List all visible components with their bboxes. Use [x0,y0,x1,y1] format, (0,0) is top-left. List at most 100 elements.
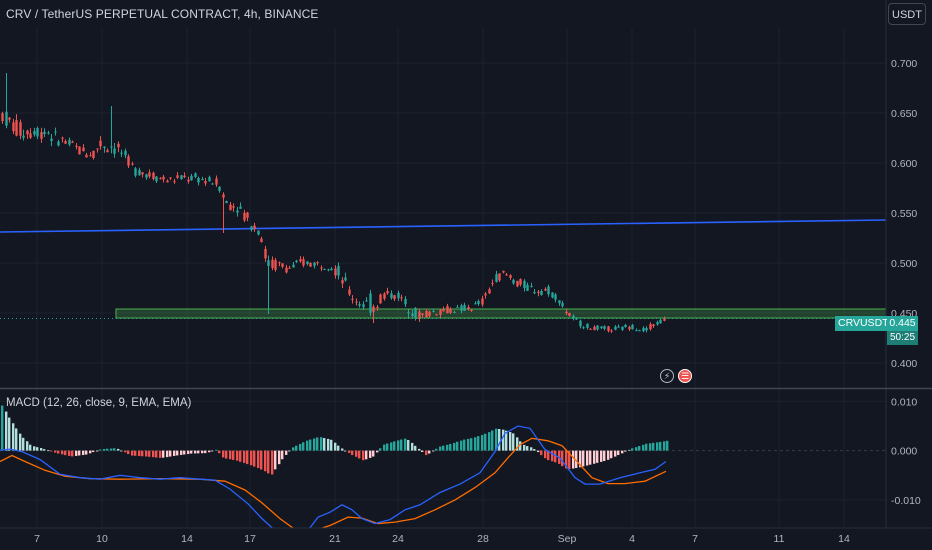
macd-histogram-bar [628,449,631,451]
macd-histogram-bar [148,450,151,457]
support-zone[interactable] [115,308,887,319]
macd-histogram-bar [47,450,50,452]
macd-histogram-bar [222,450,225,458]
candle-body [82,147,85,152]
candle-body [600,326,603,329]
candle-body [78,146,81,155]
flash-icon[interactable]: ⚡ [660,369,674,383]
macd-histogram-bar [127,450,130,455]
candle-body [166,180,169,183]
macd-histogram-bar [386,443,389,451]
macd-histogram-bar [526,446,529,451]
macd-histogram-bar [393,441,396,451]
candle-body [313,262,316,266]
trendline-segment[interactable] [0,219,887,233]
candle-body [141,172,144,175]
macd-histogram-bar [180,450,183,455]
candle-body [432,310,435,312]
macd-histogram-bar [383,444,386,451]
macd-histogram-bar [337,445,340,451]
macd-histogram-bar [344,450,347,452]
macd-histogram-bar [614,450,617,457]
macd-histogram-bar [568,450,571,470]
candle-body [652,324,655,327]
time-tick-label: 28 [477,533,489,545]
candle-body [162,176,165,180]
macd-histogram-bar [288,450,291,452]
candle-body [173,181,176,183]
candle-body [372,306,375,312]
macd-histogram-bar [414,445,417,451]
candle-body [607,326,610,332]
macd-histogram-bar [50,450,53,452]
macd-histogram-bar [467,438,470,451]
candle-body [491,282,494,284]
candle-body [635,330,638,332]
macd-histogram-bar [421,450,424,452]
macd-histogram-bar [603,450,606,461]
macd-histogram-bar [124,450,127,453]
macd-histogram-bar [155,450,158,458]
macd-histogram-bar [103,448,106,451]
macd-histogram-bar [113,448,116,451]
macd-histogram-bar [656,442,659,451]
time-tick-label: 10 [96,533,108,545]
candle-body [418,311,421,320]
macd-histogram-bar [460,440,463,451]
macd-histogram-bar [400,439,403,451]
candlesticks [0,73,886,333]
macd-histogram-bar [40,448,43,451]
candle-body [260,238,263,243]
candle-body [341,280,344,284]
candle-body [610,330,613,332]
macd-tick-label: 0.010 [891,396,917,408]
candle-body [386,290,389,294]
macd-histogram-bar [285,450,288,455]
support-zone-rect[interactable] [115,308,887,319]
macd-histogram-bar [551,450,554,462]
candle-body [64,141,67,144]
candle-body [327,269,330,271]
currency-button[interactable]: USDT [888,3,926,25]
macd-histogram-bar [162,450,165,458]
macd-histogram-bar [428,450,431,454]
macd-histogram-bar [498,428,501,451]
macd-histogram-bar [271,450,274,475]
candle-body [124,150,127,156]
candle-body [474,303,477,305]
macd-histogram-bar [75,450,78,456]
flag-icon[interactable]: ☰ [678,369,692,383]
candle-body [509,275,512,278]
candle-body [43,131,46,135]
macd-histogram-bar [243,450,246,463]
candle-body [57,141,60,146]
macd-histogram-bar [274,450,277,470]
candle-body [12,122,15,132]
candle-body [414,307,417,318]
candle-body [390,293,393,299]
candle-body [617,326,620,328]
candle-body [582,327,585,329]
macd-histogram-bar [435,448,438,451]
candle-body [208,177,211,182]
candle-body [190,175,193,181]
candle-body [155,176,158,182]
macd-histogram-bar [425,450,428,456]
macd-histogram-bar [631,448,634,451]
candle-body [488,289,491,294]
macd-histogram-bar [600,450,603,462]
macd-histogram-bar [131,450,134,456]
macd-histogram-bar [257,450,260,469]
candle-body [593,326,596,331]
macd-histogram-bar [446,444,449,451]
macd-histogram-bar [649,443,652,451]
macd-histogram-bar [596,450,599,463]
candle-body [614,326,617,330]
trendline[interactable] [0,219,887,233]
candle-body [271,259,274,268]
candle-body [106,150,109,153]
macd-histogram-bar [250,450,253,466]
candle-body [453,311,456,313]
